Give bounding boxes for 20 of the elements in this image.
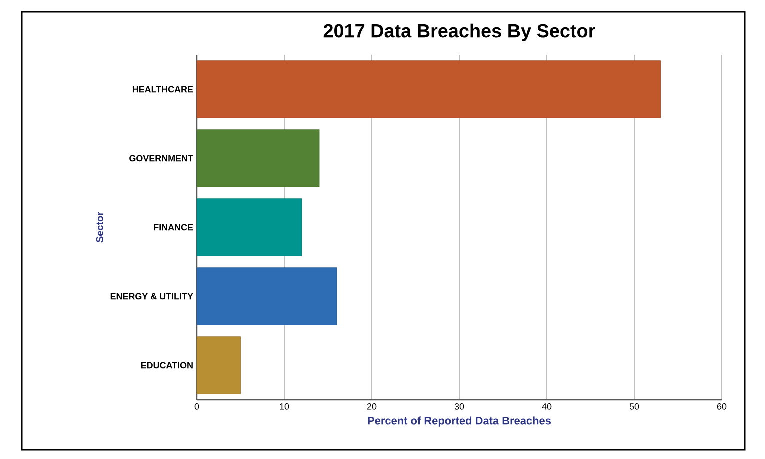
x-tick-label: 30 xyxy=(454,404,464,410)
y-tick-label: GOVERNMENT xyxy=(130,155,194,162)
y-tick-label: ENERGY & UTILITY xyxy=(110,293,194,300)
bar xyxy=(196,60,661,118)
x-tick-label: 20 xyxy=(367,404,377,410)
bar xyxy=(196,268,338,326)
x-tick-label: 0 xyxy=(194,404,200,410)
y-tick-label: HEALTHCARE xyxy=(132,86,194,93)
x-tick-label: 50 xyxy=(630,404,640,410)
bar xyxy=(196,198,302,256)
y-axis-title: Sector xyxy=(96,212,104,243)
x-tick-label: 60 xyxy=(717,404,727,410)
x-axis-title: Percent of Reported Data Breaches xyxy=(368,416,551,427)
x-tick-label: 10 xyxy=(280,404,290,410)
bar xyxy=(196,336,241,394)
x-tick-label: 40 xyxy=(542,404,552,410)
y-tick-label: FINANCE xyxy=(154,224,194,231)
chart-title: 2017 Data Breaches By Sector xyxy=(324,24,596,42)
y-tick-label: EDUCATION xyxy=(141,362,193,369)
bar xyxy=(196,130,320,188)
